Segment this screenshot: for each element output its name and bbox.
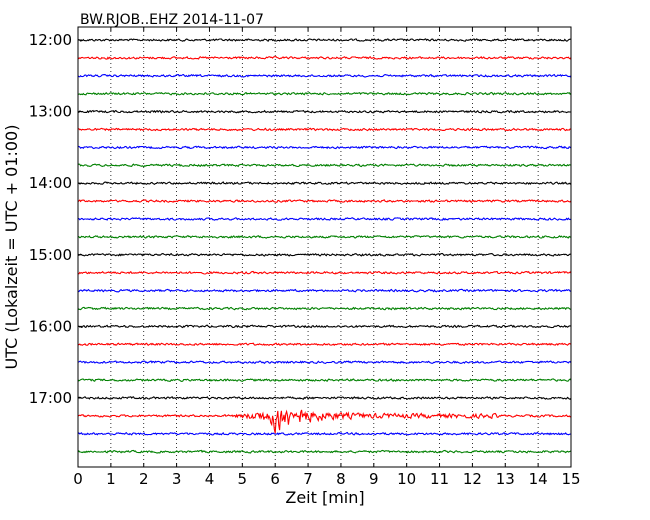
y-tick-label: 14:00 [29, 174, 72, 192]
trace-line [77, 378, 572, 382]
x-tick-label: 0 [73, 470, 83, 488]
trace-line [77, 217, 572, 221]
trace-line [77, 431, 572, 436]
trace-line [77, 109, 572, 114]
trace-line [77, 145, 572, 150]
trace-line [77, 163, 572, 168]
trace-line [77, 91, 572, 96]
trace-line [77, 38, 571, 42]
trace-line [77, 409, 572, 434]
trace-line [77, 55, 572, 60]
y-tick-label: 15:00 [29, 246, 72, 264]
y-tick-label: 13:00 [29, 103, 72, 121]
x-tick-label: 12 [463, 470, 482, 488]
y-tick-label: 17:00 [29, 389, 72, 407]
x-tick-label: 15 [561, 470, 580, 488]
trace-line [77, 324, 572, 329]
x-tick-label: 14 [529, 470, 548, 488]
y-tick-label: 16:00 [29, 317, 72, 335]
x-tick-label: 1 [106, 470, 116, 488]
chart-title: BW.RJOB..EHZ 2014-11-07 [80, 12, 264, 28]
x-axis-ticks: 0 1 2 3 4 5 6 7 8 9 10 11 12 13 14 15 [73, 27, 581, 488]
trace-line [77, 449, 572, 454]
x-tick-label: 6 [270, 470, 280, 488]
trace-line [77, 235, 572, 239]
x-tick-label: 4 [205, 470, 215, 488]
x-tick-label: 8 [336, 470, 346, 488]
y-axis-label: UTC (Lokalzeit = UTC + 01:00) [2, 125, 21, 370]
trace-line [77, 360, 572, 365]
x-tick-label: 13 [496, 470, 515, 488]
vertical-grid [110, 27, 539, 467]
x-tick-label: 7 [303, 470, 313, 488]
x-tick-label: 9 [369, 470, 379, 488]
x-axis-label: Zeit [min] [285, 488, 364, 507]
trace-line [77, 396, 572, 400]
trace-line [77, 306, 572, 311]
trace-line [77, 181, 572, 185]
x-tick-label: 3 [172, 470, 182, 488]
plot-frame [77, 26, 572, 468]
trace-line [77, 288, 572, 293]
x-tick-label: 11 [430, 470, 449, 488]
y-axis-ticks: 12:00 13:00 14:00 15:00 16:00 17:00 [29, 31, 82, 407]
trace-line [77, 342, 572, 347]
trace-line [77, 127, 572, 132]
trace-line [77, 253, 572, 257]
trace-line [77, 270, 572, 275]
x-tick-label: 10 [397, 470, 416, 488]
trace-line [77, 199, 572, 204]
x-tick-label: 5 [238, 470, 248, 488]
trace-line [77, 73, 572, 78]
x-tick-label: 2 [139, 470, 149, 488]
trace-group [77, 38, 572, 454]
y-tick-label: 12:00 [29, 31, 72, 49]
